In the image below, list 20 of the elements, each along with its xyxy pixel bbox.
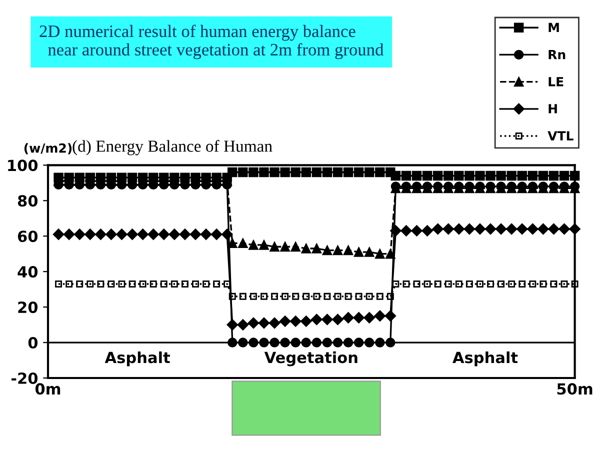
legend-label: M	[548, 22, 559, 32]
x-tick-label: 50m	[557, 383, 592, 395]
x-tick-label: 0m	[35, 383, 60, 395]
y-tick-label: 20	[18, 302, 38, 314]
y-tick-label: -20	[12, 372, 38, 384]
legend-label: VTL	[548, 131, 574, 140]
y-tick-label: 0	[28, 336, 38, 349]
y-tick-label: 100	[8, 160, 38, 172]
legend-label: Rn	[548, 50, 566, 60]
y-tick-label: 60	[18, 230, 38, 242]
chart-title: 2D numerical result of human energy balance near around street vegetation at 2m from ground	[40, 24, 384, 60]
legend-label: LE	[548, 77, 564, 86]
y-tick-label: 40	[18, 266, 38, 278]
chart-subtitle: (d) Energy Balance of Human	[72, 140, 272, 156]
y-tick-label: 80	[18, 195, 38, 207]
y-axis-title: (w/m2)	[24, 143, 72, 154]
annotation: Asphalt	[452, 351, 518, 366]
annotation: Vegetation	[264, 351, 358, 366]
annotation: Asphalt	[104, 351, 170, 366]
legend-label: H	[548, 104, 557, 114]
